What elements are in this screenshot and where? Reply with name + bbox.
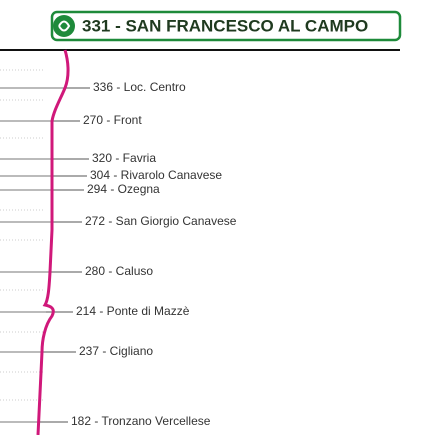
line-icon [53,15,75,37]
stop-label: 280 - Caluso [85,264,153,278]
line-icon-glyph [58,20,71,32]
stop-label: 237 - Cigliano [79,344,153,358]
header-title: 331 - SAN FRANCESCO AL CAMPO [82,16,368,35]
stop-label: 272 - San Giorgio Canavese [85,214,237,228]
header-box [50,10,402,42]
stops: 336 - Loc. Centro 270 - Front 320 - Favria… [0,69,237,428]
stop-label: 320 - Favria [92,151,156,165]
stop-label: 294 - Ozegna [87,182,160,196]
stop-label: 182 - Tronzano Vercellese [71,414,211,428]
stop-label: 270 - Front [83,113,142,127]
stop-label: 214 - Ponte di Mazzè [76,304,190,318]
stop-label: 336 - Loc. Centro [93,80,186,94]
stop-label: 304 - Rivarolo Canavese [90,168,222,182]
route-line [36,49,70,435]
